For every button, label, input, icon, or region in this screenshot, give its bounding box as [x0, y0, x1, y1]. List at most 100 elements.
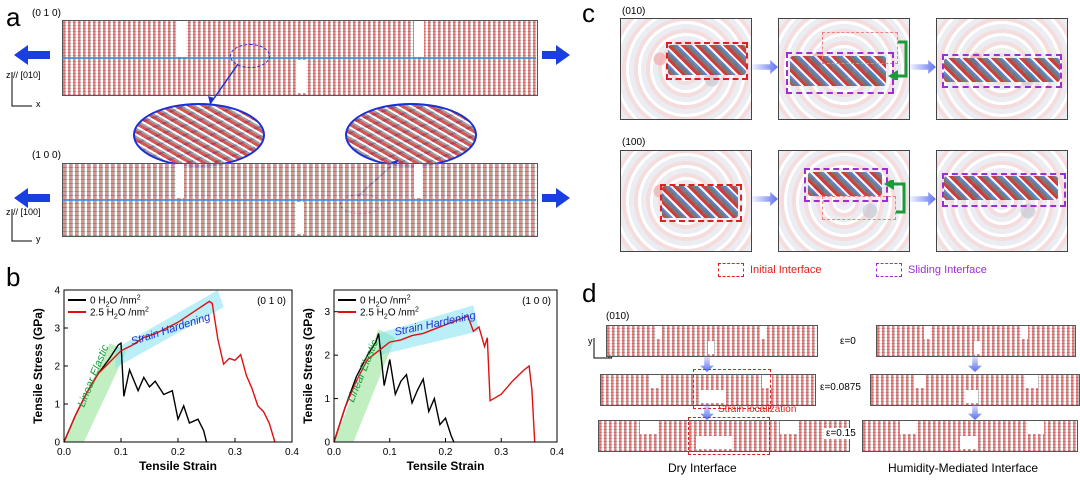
- y-tick-label: 3: [54, 324, 60, 335]
- x-axis-label: Tensile Strain: [139, 459, 217, 473]
- chain-molecule: [808, 172, 882, 196]
- legend-label-0: 0 H2O /nm2: [360, 295, 411, 309]
- crack-gap: [900, 421, 916, 434]
- stress-strain-chart-100: 0.0 0.1 0.2 0.3 0.4 0 1 2 3 Tensile Strain Tensile…: [301, 289, 564, 473]
- progress-arrow: [968, 404, 982, 420]
- axis-indicator-top: z // [010] x: [6, 68, 58, 114]
- axis-indicator-bottom: z // [100] y: [6, 205, 58, 251]
- x-tick-label: 0.1: [383, 447, 397, 458]
- strain-label-0.15: ε=0.15: [824, 428, 858, 439]
- y-tick-label: 1: [324, 394, 330, 405]
- crack-gap: [296, 60, 306, 93]
- legend-label-0: 0 H2O /nm2: [90, 295, 141, 309]
- x-tick-label: 0.3: [228, 447, 242, 458]
- initial-interface-outline: [822, 196, 896, 220]
- legend-sliding-label: Sliding Interface: [908, 264, 987, 276]
- linear-elastic-band: [334, 329, 396, 442]
- panel-d-letter: d: [582, 278, 597, 308]
- sequence-arrow: [752, 192, 778, 206]
- crack-gap: [960, 436, 978, 449]
- zoom-ellipse-dry: [133, 103, 265, 167]
- crack-gap: [966, 390, 978, 403]
- crack-gap: [760, 326, 766, 339]
- panel-b-letter: b: [6, 262, 21, 292]
- legend-initial-label: Initial Interface: [750, 264, 822, 276]
- crack-gap: [296, 202, 304, 234]
- zoom-source-ellipse: [230, 44, 270, 68]
- initial-interface-box: [666, 42, 748, 80]
- chain-molecule: [944, 58, 1060, 82]
- strain-localization-box: [693, 369, 771, 409]
- linear-elastic-band: [64, 343, 127, 442]
- initial-interface-box: [660, 184, 742, 222]
- sequence-arrow: [752, 60, 778, 74]
- series-line-1: [333, 315, 536, 443]
- sequence-arrow: [910, 192, 936, 206]
- strain-hardening-band: [378, 305, 479, 356]
- panel-d-plane: (010): [606, 311, 630, 322]
- x-tick-label: 0.4: [550, 447, 564, 458]
- x-axis-label: Tensile Strain: [407, 459, 485, 473]
- sliding-interface-box: [942, 173, 1066, 207]
- strain-label-0.0875: ε=0.0875: [820, 382, 861, 393]
- x-tick-label: 0.4: [285, 447, 299, 458]
- legend-sliding-swatch: [876, 263, 902, 277]
- crack-gap: [640, 421, 658, 434]
- progress-arrow: [968, 356, 982, 372]
- panel-a-orientation-bottom: (1 0 0): [32, 150, 61, 161]
- crack-gap: [696, 436, 732, 449]
- sliding-interface-box: [786, 52, 894, 94]
- legend-initial-swatch: [718, 263, 744, 277]
- humid-interface-label: Humidity-Mediated Interface: [888, 461, 1039, 475]
- initial-interface-outline: [822, 32, 898, 64]
- crack-gap: [414, 164, 422, 198]
- crack-gap: [700, 390, 726, 403]
- axis-y-label-bottom: y: [36, 234, 41, 244]
- crack-gap: [762, 375, 772, 388]
- series-line-0: [333, 333, 455, 443]
- y-tick-label: 2: [54, 362, 60, 373]
- series-line-0: [63, 341, 208, 443]
- axis-z-label-bottom: z // [100]: [6, 207, 41, 217]
- crack-gap: [780, 421, 798, 434]
- crack-gap: [924, 326, 930, 339]
- legend-label-1: 2.5 H2O /nm2: [360, 307, 419, 321]
- shift-arrow: [888, 40, 908, 80]
- sequence-arrow: [910, 60, 936, 74]
- plane-annotation: (0 1 0): [257, 296, 286, 307]
- chain-molecule: [790, 56, 886, 86]
- chain-molecule: [662, 186, 738, 218]
- series-line-1: [63, 300, 276, 443]
- legend-label-1: 2.5 H2O /nm2: [90, 307, 149, 321]
- y-tick-label: 3: [324, 307, 330, 318]
- crack-gap: [176, 21, 186, 57]
- crack-gap: [914, 375, 926, 388]
- crack-gap: [656, 326, 662, 339]
- strain-label-0: ε=0: [840, 336, 856, 347]
- x-tick-label: 0.0: [327, 447, 341, 458]
- snapshot-100-final: [936, 150, 1068, 252]
- crack-gap: [1022, 326, 1028, 339]
- panel-c-row1-label: (010): [622, 6, 646, 17]
- left-arrow-bottom: [14, 188, 50, 208]
- interface-line: [62, 199, 536, 201]
- right-arrow-bottom: [542, 188, 570, 208]
- right-arrow-top: [542, 45, 570, 65]
- chain-molecule: [944, 176, 1058, 200]
- y-axis-label: Tensile Stress (GPa): [31, 308, 45, 424]
- panel-a-letter: a: [6, 2, 21, 32]
- y-tick-label: 0: [324, 438, 330, 449]
- axis-x-label-top: x: [36, 99, 41, 109]
- shift-arrow: [884, 180, 906, 214]
- x-tick-label: 0.2: [439, 447, 453, 458]
- stress-strain-chart-010: 0.0 0.1 0.2 0.3 0.4 0 1 2 3 4 Tensile Strain Tensil…: [31, 286, 299, 474]
- dry-interface-label: Dry Interface: [668, 461, 737, 475]
- sliding-interface-box: [942, 54, 1062, 88]
- crack-gap: [414, 21, 424, 57]
- plane-annotation: (1 0 0): [522, 296, 551, 307]
- crack-gap: [650, 375, 660, 388]
- y-axis-label: Tensile Stress (GPa): [301, 308, 315, 424]
- crack-gap: [708, 341, 714, 354]
- x-tick-label: 0.2: [171, 447, 185, 458]
- y-tick-label: 1: [54, 400, 60, 411]
